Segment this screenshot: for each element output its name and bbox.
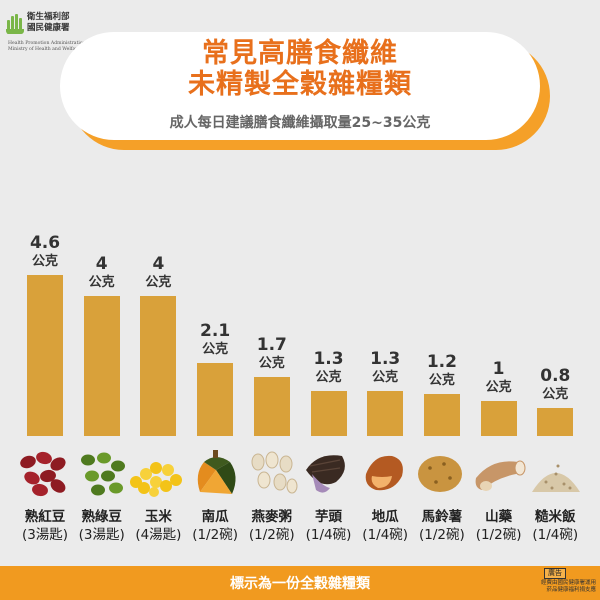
bar-value: 4.6 [29,233,61,253]
category-portion: (4湯匙) [135,527,182,543]
bar-value-label-0: 4.6 公克 [17,233,73,270]
category-portion: (1/4碗) [532,527,579,543]
category-name: 燕麥粥 [251,509,293,525]
bar-5 [310,390,347,436]
category-name: 芋頭 [315,509,342,525]
category-label-5: 芋頭 (1/4碗) [299,508,359,544]
bar-unit: 公克 [428,373,455,388]
bar-8 [480,401,517,436]
bar-value: 1.2 [426,352,457,372]
bar-7 [423,394,460,436]
bar-unit: 公克 [202,341,229,357]
footer-bar: 標示為一份全穀雜糧類 廣告 經費由國民健康署運用 菸品健康福利捐支應 [0,566,600,600]
oats-icon [246,448,298,498]
category-label-6: 地瓜 (1/4碗) [355,508,415,544]
bar-value-label-3: 2.1 公克 [187,321,243,358]
category-label-3: 南瓜 (1/2碗) [185,508,245,544]
title-line-2: 未精製全穀雜糧類 [188,69,412,100]
bar-value-label-6: 1.3 公克 [357,349,413,386]
bar-value-label-7: 1.2 公克 [414,352,470,389]
bar-value: 1.3 [370,348,401,369]
ad-note: 經費由國民健康署運用 菸品健康福利捐支應 [540,580,596,593]
category-name: 地瓜 [371,509,399,525]
bar-unit: 公克 [372,369,399,385]
category-portion: (1/2碗) [419,527,465,543]
bar-value-label-4: 1.7 公克 [244,335,300,372]
category-name: 玉米 [144,509,172,525]
category-label-4: 燕麥粥 (1/2碗) [242,508,302,544]
bar-value: 2.1 [200,320,231,341]
category-label-2: 玉米 (4湯匙) [128,508,188,544]
bar-value-label-9: 0.8 公克 [527,366,583,403]
bar-unit: 公克 [31,254,58,269]
food-illustrations [0,448,600,498]
hpa-logo-mark-icon [6,12,24,34]
category-portion: (3湯匙) [21,527,69,543]
category-portion: (1/4碗) [362,527,409,543]
title-card: 常見高膳食纖維 未精製全穀雜糧類 成人每日建議膳食纖維攝取量25~35公克 [60,32,540,140]
mung-bean-icon [76,448,128,498]
category-portion: (1/2碗) [248,527,295,543]
taro-icon [300,448,352,498]
category-name: 熟紅豆 [24,509,66,525]
subtitle: 成人每日建議膳食纖維攝取量25~35公克 [169,115,431,131]
bar-2 [140,296,177,436]
category-label-9: 糙米飯 (1/4碗) [525,508,585,544]
category-portion: (1/4碗) [305,527,352,543]
title-line-1: 常見高膳食纖維 [202,38,398,69]
bar-unit: 公克 [542,387,569,402]
bar-value-label-1: 4 公克 [74,254,130,291]
bar-value-label-5: 1.3 公克 [301,349,357,386]
bar-unit: 公克 [258,355,285,371]
ad-badge: 廣告 [544,568,566,579]
sweet-potato-icon [358,448,410,498]
bar-unit: 公克 [315,369,342,385]
category-name: 山藥 [485,509,513,525]
brown-rice-icon [528,448,580,498]
bar-unit: 公克 [145,275,172,290]
pumpkin-icon [190,448,242,498]
bar-unit: 公克 [88,275,115,290]
category-name: 馬鈴薯 [421,509,463,525]
bar-value: 4 [152,254,165,274]
hpa-logo: 衛生福利部 國民健康署 Health Promotion Administrat… [6,10,116,62]
bar-unit: 公克 [485,380,512,395]
category-portion: (1/2碗) [475,527,522,543]
bar-4 [253,376,290,436]
category-name: 糙米飯 [535,509,576,525]
yam-icon [472,448,526,498]
bar-9 [537,408,574,436]
category-label-1: 熟綠豆 (3湯匙) [72,508,132,544]
footer-note: 標示為一份全穀雜糧類 [230,576,370,592]
bar-1 [83,296,120,436]
bar-value: 1.7 [256,334,287,355]
ad-disclosure: 廣告 經費由國民健康署運用 菸品健康福利捐支應 [514,568,596,598]
bar-0 [27,275,63,436]
bar-value: 0.8 [540,366,571,386]
logo-name-en: Health Promotion Administration, Ministr… [8,41,88,52]
red-bean-icon [18,448,70,498]
category-label-0: 熟紅豆 (3湯匙) [15,508,75,544]
category-name: 熟綠豆 [81,509,122,525]
fiber-bar-chart: 4.6 公克 4 公克 4 公克 2.1 公克 1.7 公克 1.3 公克 1.3 公克 1.2 公克 1 公克 0… [17,233,583,436]
logo-name-zh: 衛生福利部 國民健康署 [27,12,70,33]
category-portion: (3湯匙) [78,527,125,543]
potato-icon [414,448,466,498]
category-name: 南瓜 [201,509,229,525]
corn-kernels-icon [128,448,182,498]
bar-value-label-8: 1 公克 [471,359,527,396]
bar-value: 4 [95,254,108,274]
category-label-7: 馬鈴薯 (1/2碗) [412,508,472,544]
bar-6 [367,390,404,436]
category-label-8: 山藥 (1/2碗) [469,508,529,544]
bar-3 [197,362,234,436]
bar-value-label-2: 4 公克 [130,254,186,291]
category-portion: (1/2碗) [192,527,238,543]
bar-value: 1.3 [313,348,344,369]
bar-value: 1 [492,359,505,379]
